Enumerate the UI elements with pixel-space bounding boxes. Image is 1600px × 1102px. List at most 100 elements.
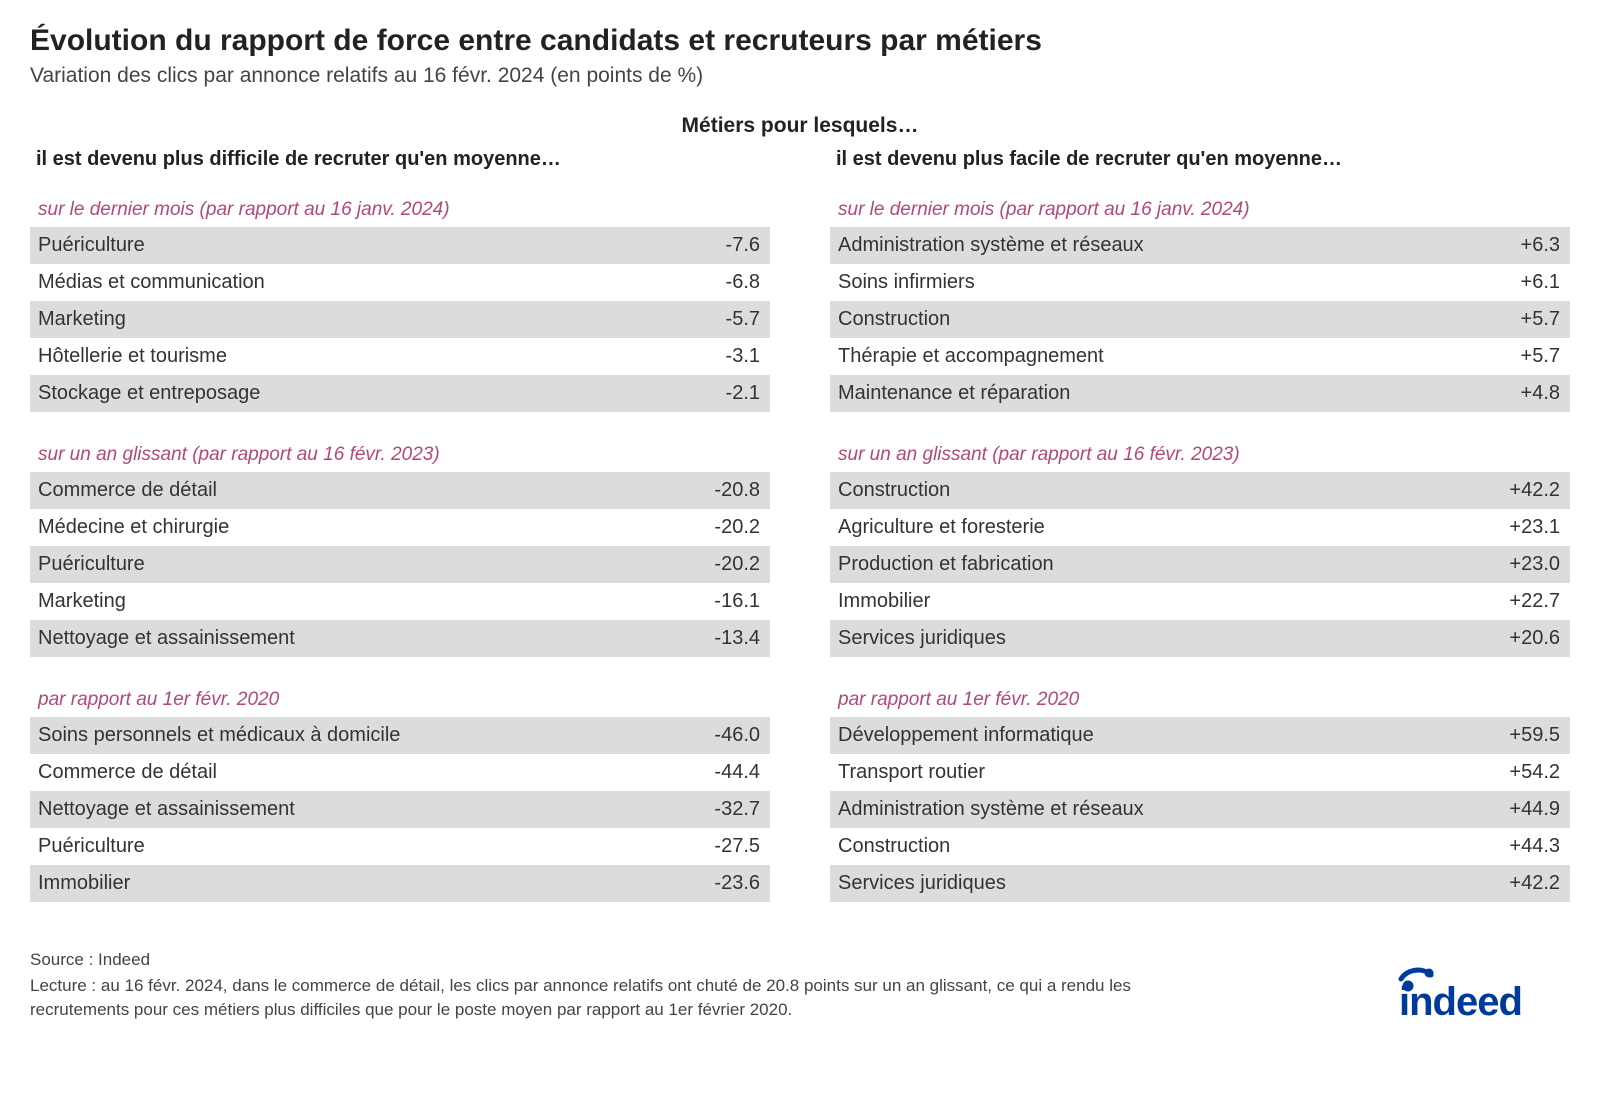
table-row: Administration système et réseaux +6.3 <box>830 227 1570 264</box>
table-row: Maintenance et réparation +4.8 <box>830 375 1570 412</box>
row-value: -27.5 <box>702 833 760 860</box>
table-row: Administration système et réseaux +44.9 <box>830 791 1570 828</box>
row-value: -13.4 <box>702 625 760 652</box>
section-label: sur le dernier mois (par rapport au 16 j… <box>830 195 1570 227</box>
row-value: +23.1 <box>1497 514 1560 541</box>
row-label: Nettoyage et assainissement <box>38 796 295 823</box>
footer-source: Source : Indeed <box>30 948 1230 972</box>
table-row: Agriculture et foresterie +23.1 <box>830 509 1570 546</box>
row-label: Soins personnels et médicaux à domicile <box>38 722 400 749</box>
row-label: Commerce de détail <box>38 477 217 504</box>
table-row: Transport routier +54.2 <box>830 754 1570 791</box>
row-label: Marketing <box>38 588 126 615</box>
indeed-logo: indeed <box>1395 965 1570 1021</box>
footer: Source : Indeed Lecture : au 16 févr. 20… <box>30 948 1570 1021</box>
table-row: Commerce de détail-44.4 <box>30 754 770 791</box>
row-value: -20.2 <box>702 514 760 541</box>
table-row: Puériculture -7.6 <box>30 227 770 264</box>
row-value: +6.3 <box>1509 232 1560 259</box>
table-row: Construction +44.3 <box>830 828 1570 865</box>
footer-text: Source : Indeed Lecture : au 16 févr. 20… <box>30 948 1230 1021</box>
svg-text:indeed: indeed <box>1399 980 1522 1021</box>
columns-container: il est devenu plus difficile de recruter… <box>30 148 1570 930</box>
chart-title: Évolution du rapport de force entre cand… <box>30 24 1570 58</box>
table-row: Production et fabrication+23.0 <box>830 546 1570 583</box>
row-value: +54.2 <box>1497 759 1560 786</box>
row-value: -44.4 <box>702 759 760 786</box>
row-value: +59.5 <box>1497 722 1560 749</box>
row-value: +44.3 <box>1497 833 1560 860</box>
row-label: Développement informatique <box>838 722 1094 749</box>
row-value: -20.8 <box>702 477 760 504</box>
right-sections: sur le dernier mois (par rapport au 16 j… <box>830 195 1570 902</box>
table-row: Services juridiques+42.2 <box>830 865 1570 902</box>
table-section: sur un an glissant (par rapport au 16 fé… <box>830 440 1570 657</box>
section-label: sur un an glissant (par rapport au 16 fé… <box>830 440 1570 472</box>
row-value: +5.7 <box>1509 306 1560 333</box>
row-value: -23.6 <box>702 870 760 897</box>
row-label: Puériculture <box>38 833 145 860</box>
table-row: Marketing -16.1 <box>30 583 770 620</box>
row-value: +23.0 <box>1497 551 1560 578</box>
row-value: -6.8 <box>714 269 760 296</box>
section-label: sur un an glissant (par rapport au 16 fé… <box>30 440 770 472</box>
row-label: Administration système et réseaux <box>838 232 1144 259</box>
footer-lecture: Lecture : au 16 févr. 2024, dans le comm… <box>30 974 1230 1022</box>
row-label: Construction <box>838 306 950 333</box>
chart-subtitle: Variation des clics par annonce relatifs… <box>30 64 1570 88</box>
row-label: Services juridiques <box>838 870 1006 897</box>
row-label: Puériculture <box>38 551 145 578</box>
table-section: par rapport au 1er févr. 2020 Soins perso… <box>30 685 770 902</box>
row-label: Marketing <box>38 306 126 333</box>
right-column-header: il est devenu plus facile de recruter qu… <box>830 148 1570 171</box>
row-label: Hôtellerie et tourisme <box>38 343 227 370</box>
row-label: Maintenance et réparation <box>838 380 1070 407</box>
left-column: il est devenu plus difficile de recruter… <box>30 148 770 930</box>
table-row: Nettoyage et assainissement -13.4 <box>30 620 770 657</box>
row-label: Agriculture et foresterie <box>838 514 1045 541</box>
row-value: -3.1 <box>714 343 760 370</box>
row-value: +5.7 <box>1509 343 1560 370</box>
left-column-header: il est devenu plus difficile de recruter… <box>30 148 770 171</box>
row-label: Nettoyage et assainissement <box>38 625 295 652</box>
row-label: Transport routier <box>838 759 985 786</box>
right-column: il est devenu plus facile de recruter qu… <box>830 148 1570 930</box>
table-row: Construction +42.2 <box>830 472 1570 509</box>
table-row: Hôtellerie et tourisme -3.1 <box>30 338 770 375</box>
row-label: Médecine et chirurgie <box>38 514 229 541</box>
table-row: Marketing-5.7 <box>30 301 770 338</box>
row-value: +42.2 <box>1497 477 1560 504</box>
section-label: sur le dernier mois (par rapport au 16 j… <box>30 195 770 227</box>
table-row: Développement informatique +59.5 <box>830 717 1570 754</box>
table-row: Construction +5.7 <box>830 301 1570 338</box>
row-label: Services juridiques <box>838 625 1006 652</box>
row-label: Construction <box>838 477 950 504</box>
row-value: -2.1 <box>714 380 760 407</box>
table-row: Nettoyage et assainissement -32.7 <box>30 791 770 828</box>
row-value: -16.1 <box>702 588 760 615</box>
table-row: Thérapie et accompagnement +5.7 <box>830 338 1570 375</box>
section-label: par rapport au 1er févr. 2020 <box>30 685 770 717</box>
table-row: Médecine et chirurgie -20.2 <box>30 509 770 546</box>
row-value: -32.7 <box>702 796 760 823</box>
row-label: Construction <box>838 833 950 860</box>
table-row: Immobilier-23.6 <box>30 865 770 902</box>
table-section: sur le dernier mois (par rapport au 16 j… <box>30 195 770 412</box>
row-value: -46.0 <box>702 722 760 749</box>
row-value: -7.6 <box>714 232 760 259</box>
row-value: +20.6 <box>1497 625 1560 652</box>
row-label: Médias et communication <box>38 269 265 296</box>
row-label: Stockage et entreposage <box>38 380 260 407</box>
row-label: Thérapie et accompagnement <box>838 343 1104 370</box>
table-row: Immobilier+22.7 <box>830 583 1570 620</box>
row-label: Puériculture <box>38 232 145 259</box>
section-label: par rapport au 1er févr. 2020 <box>830 685 1570 717</box>
table-row: Médias et communication -6.8 <box>30 264 770 301</box>
row-label: Immobilier <box>838 588 930 615</box>
left-sections: sur le dernier mois (par rapport au 16 j… <box>30 195 770 902</box>
row-label: Administration système et réseaux <box>838 796 1144 823</box>
row-value: +4.8 <box>1509 380 1560 407</box>
row-label: Soins infirmiers <box>838 269 975 296</box>
row-value: +44.9 <box>1497 796 1560 823</box>
table-section: sur un an glissant (par rapport au 16 fé… <box>30 440 770 657</box>
